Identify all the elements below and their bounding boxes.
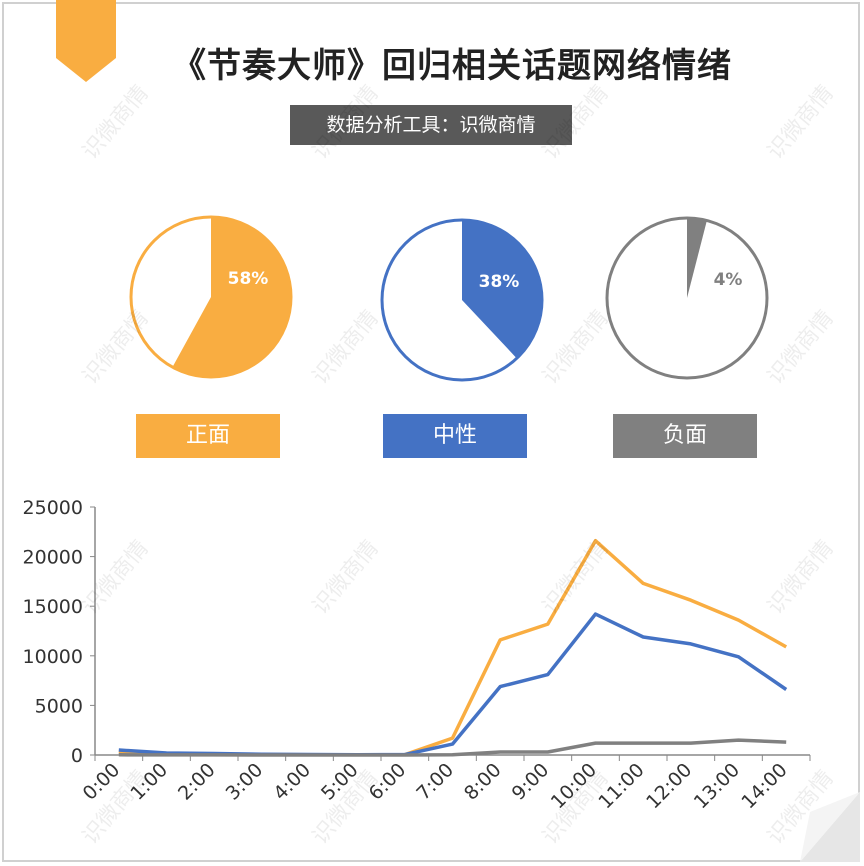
x-tick-label: 5:00 bbox=[317, 759, 363, 805]
x-tick-label: 12:00 bbox=[642, 759, 696, 813]
legend-neutral: 中性 bbox=[383, 414, 527, 458]
x-tick-label: 10:00 bbox=[547, 759, 601, 813]
x-tick-label: 1:00 bbox=[126, 759, 172, 805]
page-fold-decoration bbox=[800, 792, 860, 862]
pie-positive: 58% bbox=[129, 215, 293, 379]
page-title: 《节奏大师》回归相关话题网络情绪 bbox=[172, 46, 732, 86]
y-tick-label: 15000 bbox=[23, 596, 83, 618]
pie-slice bbox=[172, 217, 291, 377]
x-tick-label: 6:00 bbox=[365, 759, 411, 805]
x-tick-label: 11:00 bbox=[594, 759, 648, 813]
x-tick-label: 13:00 bbox=[690, 759, 744, 813]
y-tick-label: 10000 bbox=[23, 646, 83, 668]
pie-percent-label: 4% bbox=[714, 270, 743, 290]
pie-slice bbox=[687, 218, 707, 298]
ribbon-decoration bbox=[56, 0, 116, 82]
subtitle-badge: 数据分析工具：识微商情 bbox=[290, 105, 572, 145]
pie-neutral: 38% bbox=[380, 218, 544, 382]
x-tick-label: 14:00 bbox=[737, 759, 791, 813]
x-tick-label: 3:00 bbox=[222, 759, 268, 805]
pie-slice bbox=[462, 220, 542, 359]
x-tick-label: 4:00 bbox=[269, 759, 315, 805]
x-tick-label: 8:00 bbox=[460, 759, 506, 805]
series-line-negative bbox=[118, 738, 787, 757]
ribbon-shape bbox=[56, 0, 116, 82]
x-tick-label: 0:00 bbox=[79, 759, 125, 805]
y-tick-label: 5000 bbox=[35, 695, 83, 717]
series-line-neutral bbox=[118, 612, 788, 757]
pie-percent-label: 58% bbox=[228, 269, 269, 289]
legend-positive: 正面 bbox=[136, 414, 280, 458]
x-tick-label: 2:00 bbox=[174, 759, 220, 805]
series-line-positive bbox=[118, 538, 788, 757]
y-tick-label: 20000 bbox=[23, 547, 83, 569]
y-tick-label: 25000 bbox=[23, 497, 83, 519]
line-chart: 25000 20000 15000 10000 5000 00:00 1:00 2:00 3:0… bbox=[23, 497, 811, 813]
legend-negative: 负面 bbox=[613, 414, 757, 458]
pie-negative: 4% bbox=[605, 216, 769, 380]
y-tick-label: 0 bbox=[71, 745, 83, 767]
x-tick-label: 7:00 bbox=[412, 759, 458, 805]
pie-percent-label: 38% bbox=[479, 272, 520, 292]
